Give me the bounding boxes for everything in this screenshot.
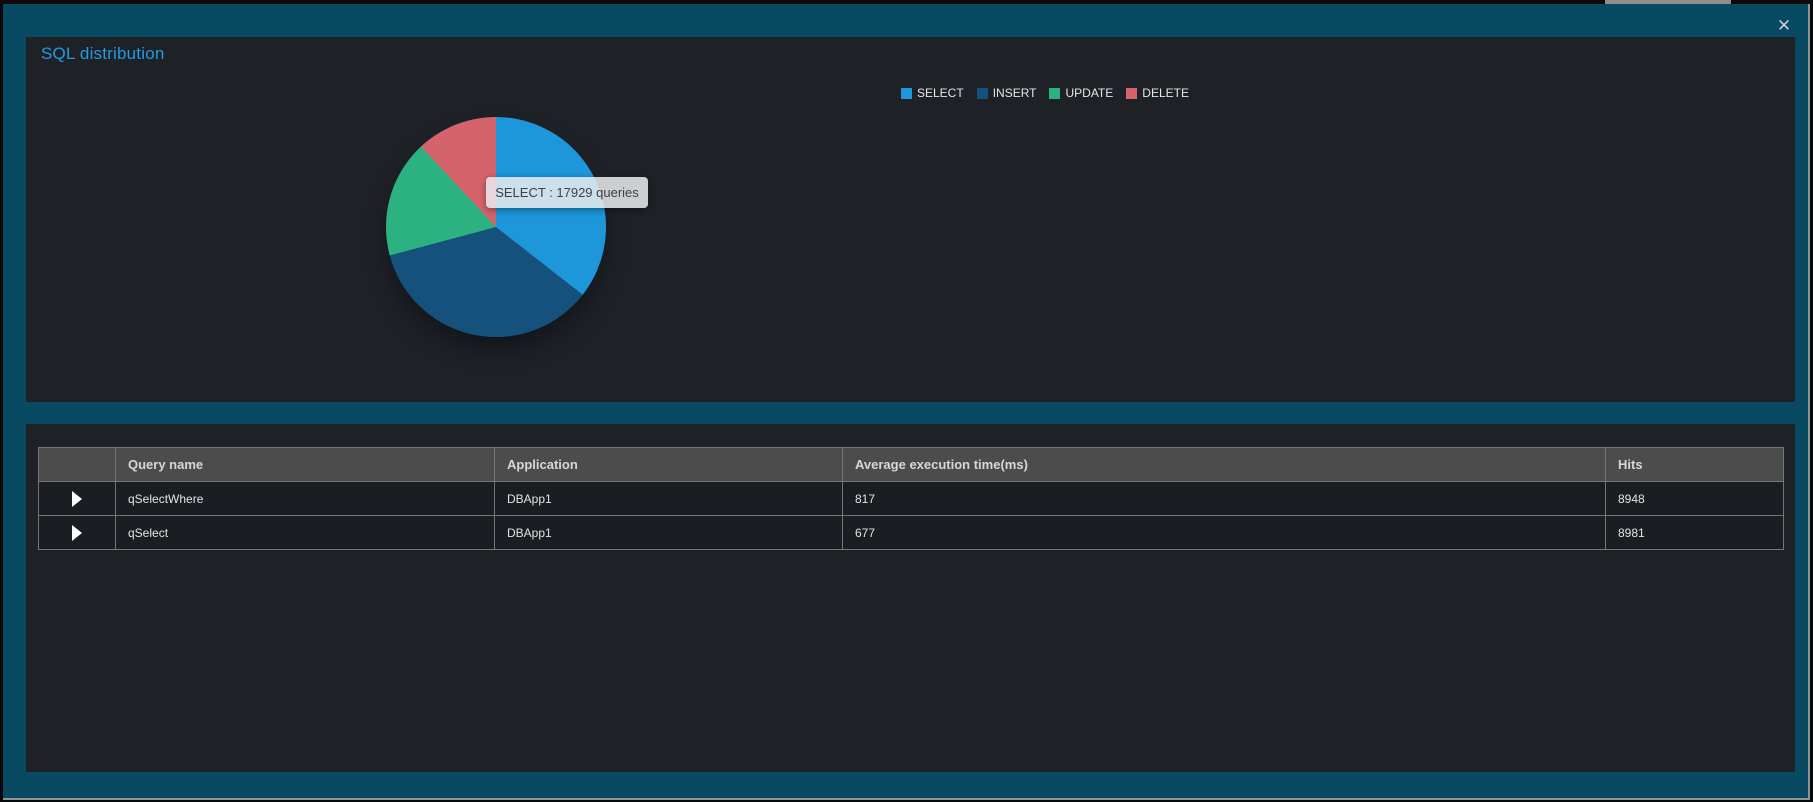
- modal-backdrop: ✕ SQL distribution SELECT INSERT UPDATE …: [3, 4, 1810, 800]
- cell-query-name: qSelectWhere: [115, 481, 495, 516]
- legend-label: DELETE: [1142, 86, 1189, 100]
- cell-application: DBApp1: [494, 481, 843, 516]
- legend-item-update[interactable]: UPDATE: [1049, 86, 1113, 100]
- column-header-query-name: Query name: [115, 447, 495, 482]
- expand-row-icon[interactable]: [72, 490, 82, 507]
- sql-distribution-chart-panel: SQL distribution SELECT INSERT UPDATE DE…: [26, 37, 1795, 402]
- legend-item-delete[interactable]: DELETE: [1126, 86, 1189, 100]
- table-row[interactable]: qSelectWhere DBApp1 817 8948: [38, 481, 1784, 516]
- column-header-avg-exec-time: Average execution time(ms): [842, 447, 1606, 482]
- query-table-panel: Query name Application Average execution…: [26, 424, 1795, 772]
- chart-tooltip: SELECT : 17929 queries: [486, 177, 648, 208]
- cell-query-name: qSelect: [115, 515, 495, 550]
- expand-row-icon[interactable]: [72, 524, 82, 541]
- legend-label: SELECT: [917, 86, 964, 100]
- page-title: SQL distribution: [41, 44, 165, 63]
- column-header-application: Application: [494, 447, 843, 482]
- legend-item-select[interactable]: SELECT: [901, 86, 964, 100]
- query-table: Query name Application Average execution…: [38, 447, 1784, 550]
- close-icon[interactable]: ✕: [1776, 16, 1792, 35]
- underlying-page-element: [1605, 0, 1731, 4]
- table-header-row: Query name Application Average execution…: [38, 447, 1784, 482]
- expander-cell: [38, 481, 116, 516]
- legend-swatch-delete-icon: [1126, 87, 1138, 99]
- column-header-hits: Hits: [1605, 447, 1784, 482]
- cell-hits: 8981: [1605, 515, 1784, 550]
- legend-label: INSERT: [992, 86, 1037, 100]
- cell-hits: 8948: [1605, 481, 1784, 516]
- underlying-page-strip: [0, 0, 1813, 4]
- cell-avg-exec-time: 677: [842, 515, 1606, 550]
- chart-legend: SELECT INSERT UPDATE DELETE: [901, 86, 1189, 100]
- table-row[interactable]: qSelect DBApp1 677 8981: [38, 515, 1784, 550]
- legend-swatch-insert-icon: [976, 87, 988, 99]
- expander-cell: [38, 515, 116, 550]
- cell-application: DBApp1: [494, 515, 843, 550]
- column-header-expand: [38, 447, 116, 482]
- legend-swatch-update-icon: [1049, 87, 1061, 99]
- pie-chart[interactable]: [386, 117, 606, 337]
- tooltip-text: SELECT : 17929 queries: [495, 185, 639, 200]
- cell-avg-exec-time: 817: [842, 481, 1606, 516]
- legend-item-insert[interactable]: INSERT: [976, 86, 1037, 100]
- legend-label: UPDATE: [1065, 86, 1114, 100]
- legend-swatch-select-icon: [901, 87, 912, 99]
